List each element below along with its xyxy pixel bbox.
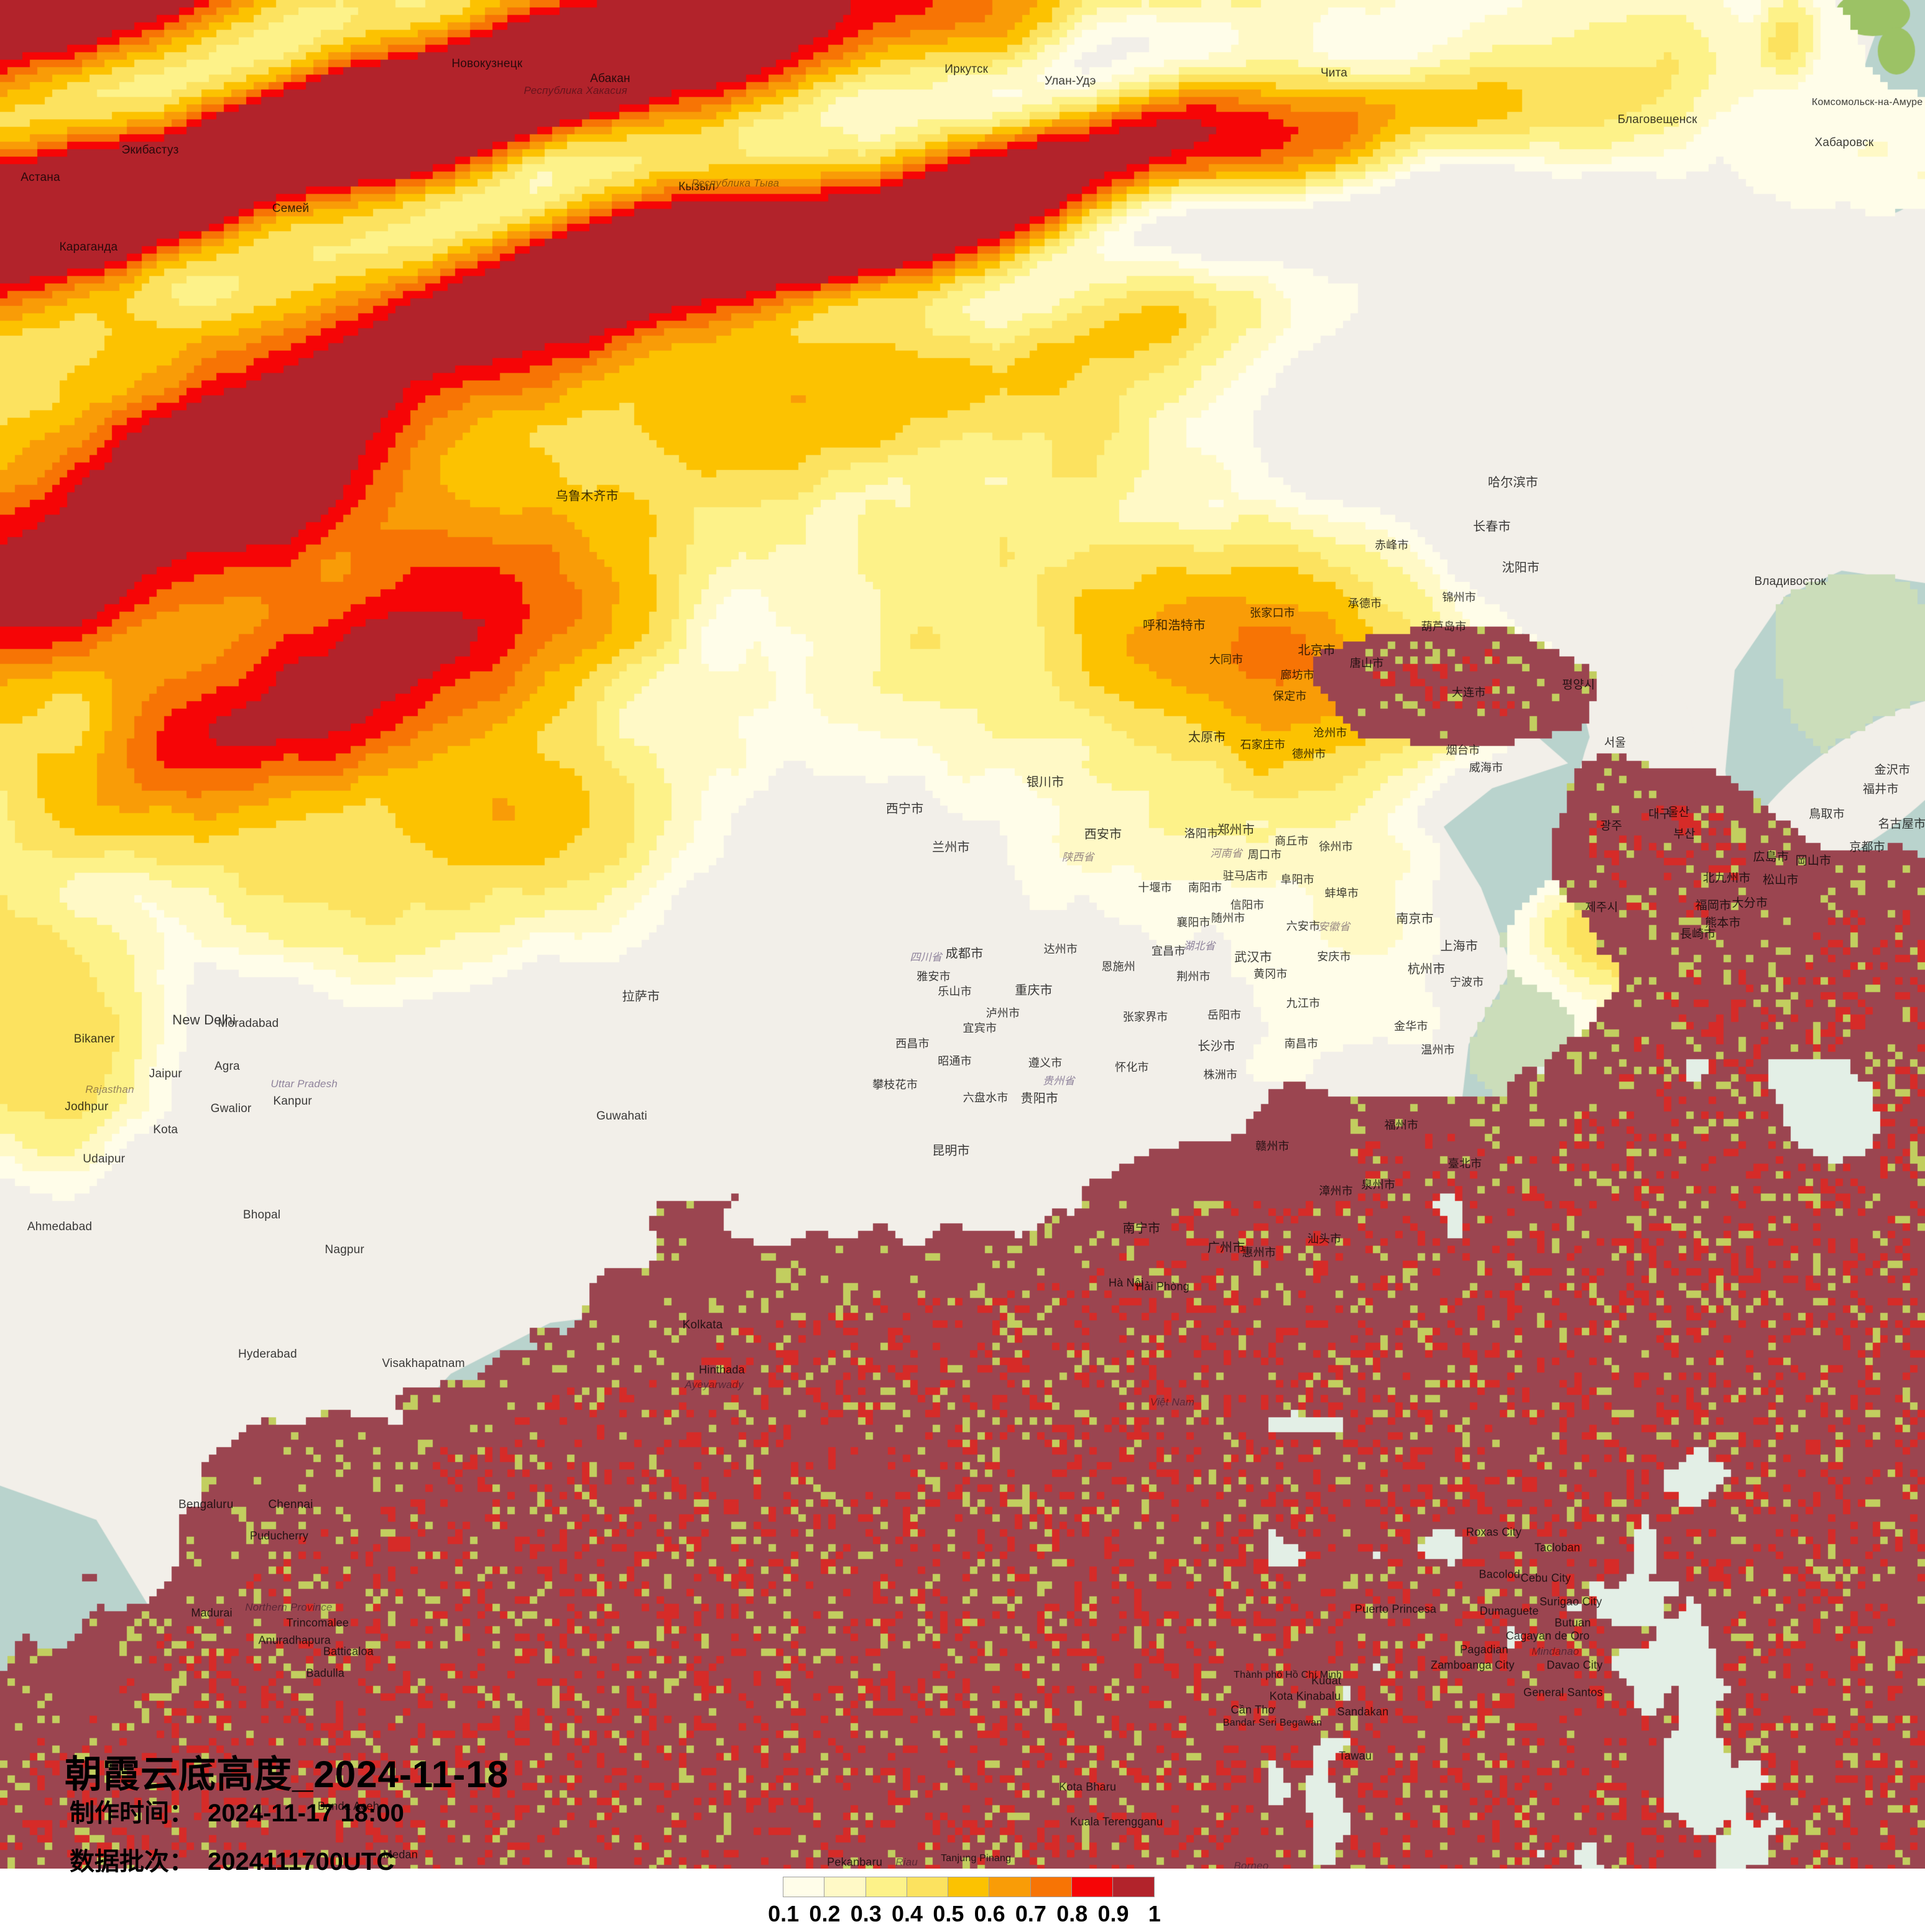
legend-tick-label: 0.7 <box>1015 1901 1046 1926</box>
data-batch-label: 数据批次： <box>70 1848 194 1875</box>
product-title-text: 朝霞云底高度_2024-11-18 <box>65 1754 509 1795</box>
data-batch-value: 2024111700UTC <box>208 1848 395 1875</box>
legend-swatch <box>989 1877 1031 1897</box>
legend-tick-label: 0.5 <box>933 1901 964 1926</box>
legend-swatch <box>1112 1877 1155 1897</box>
produced-time-label: 制作时间： <box>70 1800 194 1827</box>
legend-swatch <box>948 1877 990 1897</box>
legend-swatch <box>906 1877 949 1897</box>
legend-tick-label: 0.6 <box>974 1901 1005 1926</box>
legend-tick-label: 0.3 <box>850 1901 882 1926</box>
legend-tick-label: 0.2 <box>809 1901 841 1926</box>
legend-tick-label: 1 <box>1148 1901 1161 1926</box>
legend-tick-row: 0.1 0.2 0.3 0.4 0.5 0.6 0.7 0.8 0.9 1 <box>763 1901 1175 1927</box>
legend-tick-label: 0.8 <box>1056 1901 1088 1926</box>
data-batch-line: 数据批次： 2024111700UTC <box>70 1841 394 1877</box>
legend-swatch <box>1071 1877 1114 1897</box>
legend-swatch-row <box>783 1877 1155 1897</box>
produced-time-line: 制作时间： 2024-11-17 18:00 <box>70 1793 404 1829</box>
legend-swatch <box>865 1877 907 1897</box>
product-title: 朝霞云底高度_2024-11-18 <box>65 1744 509 1798</box>
legend-swatch <box>824 1877 866 1897</box>
produced-time-value: 2024-11-17 18:00 <box>208 1800 404 1827</box>
legend-tick-label: 0.4 <box>892 1901 923 1926</box>
legend-tick-label: 0.9 <box>1097 1901 1129 1926</box>
legend-swatch <box>1030 1877 1073 1897</box>
legend-swatch <box>783 1877 825 1897</box>
legend-tick-label: 0.1 <box>768 1901 800 1926</box>
